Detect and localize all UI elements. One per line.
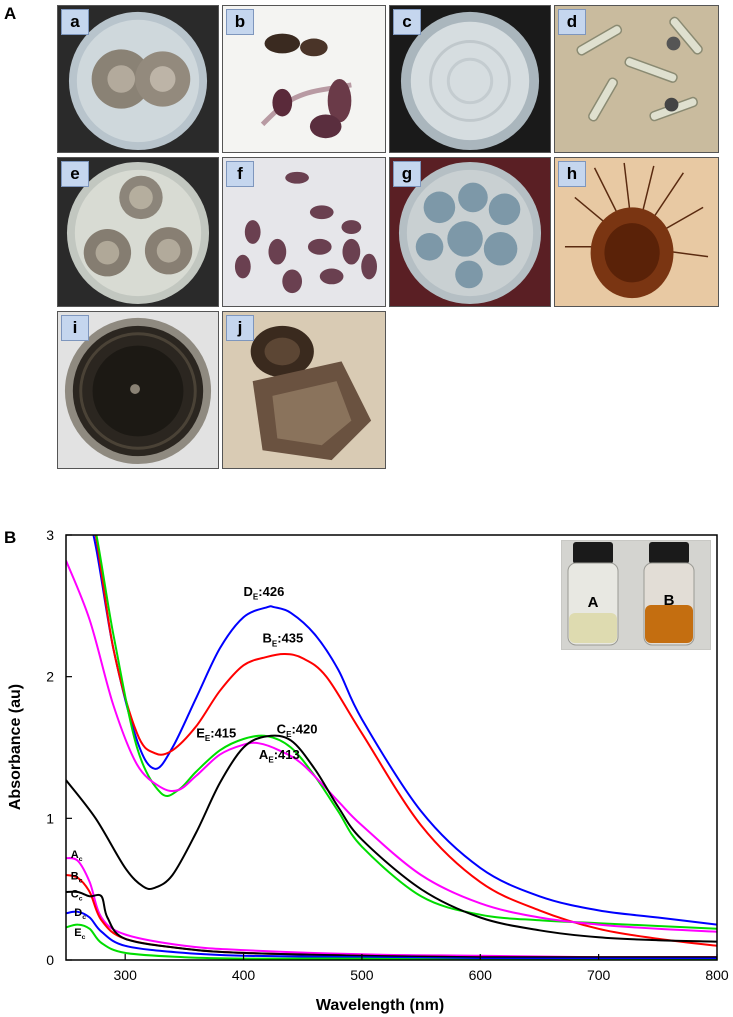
photo-j-micrograph: j [222, 311, 386, 469]
control-label-2: Cc [71, 889, 83, 903]
series-line-3 [66, 560, 717, 933]
x-tick-label-2: 500 [350, 967, 374, 983]
x-tick-label-5: 800 [705, 967, 729, 983]
subpanel-tag-e: e [61, 161, 89, 187]
control-label-4: Ec [74, 927, 85, 941]
photo-a-petri-dish: a [57, 5, 219, 153]
vial-b-label: B [664, 592, 675, 609]
control-label-3: Dc [74, 907, 86, 921]
series-line-1 [94, 535, 717, 947]
peak-label-1: BE:435 [262, 631, 303, 649]
y-axis-label: Absorbance (au) [7, 684, 24, 810]
x-axis-label: Wavelength (nm) [316, 997, 444, 1014]
label-layer: DE:426 BE:435 EE:415 CE:420 AE:413 Ac Bc Cc Dc Ec [71, 584, 318, 941]
panel-b-label: B [4, 528, 17, 547]
series-line-5 [66, 857, 717, 959]
inset-vials-photo: A B [561, 540, 711, 650]
subpanel-tag-d: d [558, 9, 586, 35]
photo-h-micrograph: h [554, 157, 719, 307]
peak-label-2: EE:415 [196, 726, 236, 744]
y-tick-label-0: 0 [46, 952, 54, 968]
tick-layer: 300 400 500 600 700 800 0 1 2 3 [46, 527, 729, 983]
absorbance-chart: 300 400 500 600 700 800 0 1 2 3 DE:426 BE:435 EE:41… [7, 527, 729, 1014]
photo-c-petri-dish: c [389, 5, 551, 153]
series-line-4 [66, 734, 717, 943]
y-tick-label-3: 3 [46, 527, 54, 543]
panel-a-label: A [4, 4, 17, 23]
x-tick-label-0: 300 [114, 967, 138, 983]
vial-a-label: A [588, 594, 599, 611]
vial-b-liquid [645, 605, 693, 643]
photo-e-petri-dish: e [57, 157, 219, 307]
x-tick-label-1: 400 [232, 967, 256, 983]
x-tick-label-4: 700 [587, 967, 611, 983]
control-label-1: Bc [71, 870, 83, 884]
peak-label-4: AE:413 [259, 747, 300, 765]
series-line-6 [66, 874, 717, 959]
control-label-0: Ac [71, 849, 83, 863]
series-layer [66, 535, 717, 960]
photo-d-micrograph: d [554, 5, 719, 153]
photo-i-petri-dish: i [57, 311, 219, 469]
series-line-7 [66, 890, 717, 959]
vial-b-cap [649, 542, 689, 564]
x-tick-label-3: 600 [469, 967, 493, 983]
subpanel-tag-g: g [393, 161, 421, 187]
peak-label-0: DE:426 [244, 584, 285, 602]
peak-label-3: CE:420 [277, 721, 318, 739]
photo-g-petri-dish: g [389, 157, 551, 307]
series-line-9 [66, 923, 717, 960]
photo-b-micrograph: b [222, 5, 386, 153]
subpanel-tag-f: f [226, 161, 254, 187]
photo-f-micrograph: f [222, 157, 386, 307]
subpanel-tag-h: h [558, 161, 586, 187]
y-tick-label-2: 2 [46, 669, 54, 685]
vial-a-liquid [569, 613, 617, 643]
y-tick-label-1: 1 [46, 810, 54, 826]
subpanel-tag-j: j [226, 315, 254, 341]
subpanel-tag-b: b [226, 9, 254, 35]
series-line-8 [66, 910, 717, 960]
vial-a-cap [573, 542, 613, 564]
subpanel-tag-i: i [61, 315, 89, 341]
plot-frame [65, 534, 718, 961]
subpanel-tag-a: a [61, 9, 89, 35]
subpanel-tag-c: c [393, 9, 421, 35]
series-line-0 [92, 535, 717, 926]
